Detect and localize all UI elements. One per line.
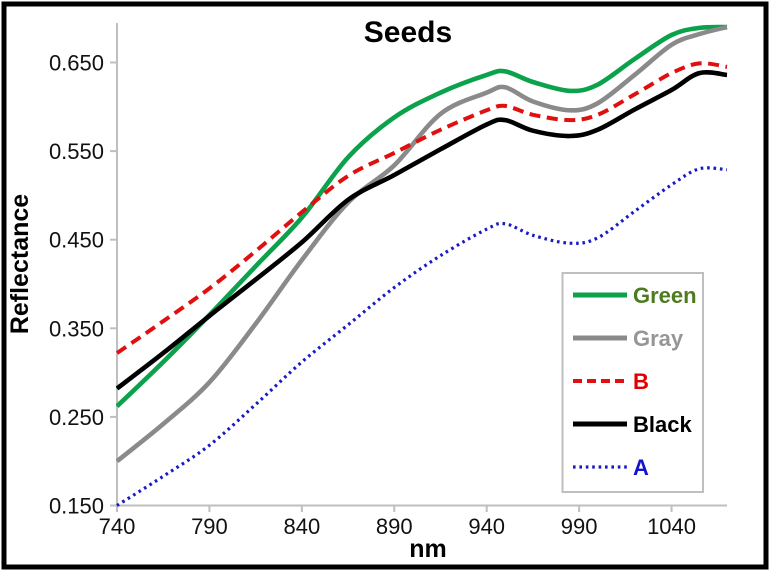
x-tick-label: 890 [376,514,413,539]
series-line-black [116,69,728,391]
chart-title: Seeds [364,16,452,49]
y-tick-label: 0.550 [49,139,104,164]
legend-entry-b: B [573,369,649,394]
y-axis-ticks: 0.150 0.250 0.350 0.450 0.550 0.650 [49,51,117,519]
legend-label: A [633,455,649,480]
series-line-gray [116,24,728,463]
x-tick-label: 1040 [647,514,696,539]
y-tick-label: 0.250 [49,405,104,430]
legend-box [561,272,704,493]
x-axis-ticks: 740 790 840 890 940 990 1040 [99,505,696,539]
legend-label: Black [633,412,692,437]
series-line-b [116,61,728,355]
y-axis-title: Reflectance [6,194,34,334]
y-tick-label: 0.350 [49,316,104,341]
x-tick-label: 990 [561,514,598,539]
axes: 0.150 0.250 0.350 0.450 0.550 0.650 740 790 840… [49,23,727,539]
x-axis-title: nm [409,535,447,563]
y-tick-label: 0.450 [49,228,104,253]
plot-series [116,24,728,507]
x-tick-label: 740 [99,514,136,539]
series-line-green [116,24,728,408]
legend-entry-green: Green [573,283,697,308]
legend-label: B [633,369,649,394]
legend-entry-a: A [573,455,649,480]
x-tick-label: 790 [191,514,228,539]
legend-label: Green [633,283,697,308]
legend-entry-gray: Gray [573,326,684,351]
legend-label: Gray [633,326,684,351]
legend-entry-black: Black [573,412,692,437]
legend: Green Gray B Black A [561,272,704,493]
x-tick-label: 940 [468,514,505,539]
series-line-a [116,166,728,507]
y-tick-label: 0.650 [49,51,104,76]
legend-entries: Green Gray B Black A [573,283,697,480]
y-tick-label: 0.150 [49,494,104,519]
x-tick-label: 840 [283,514,320,539]
